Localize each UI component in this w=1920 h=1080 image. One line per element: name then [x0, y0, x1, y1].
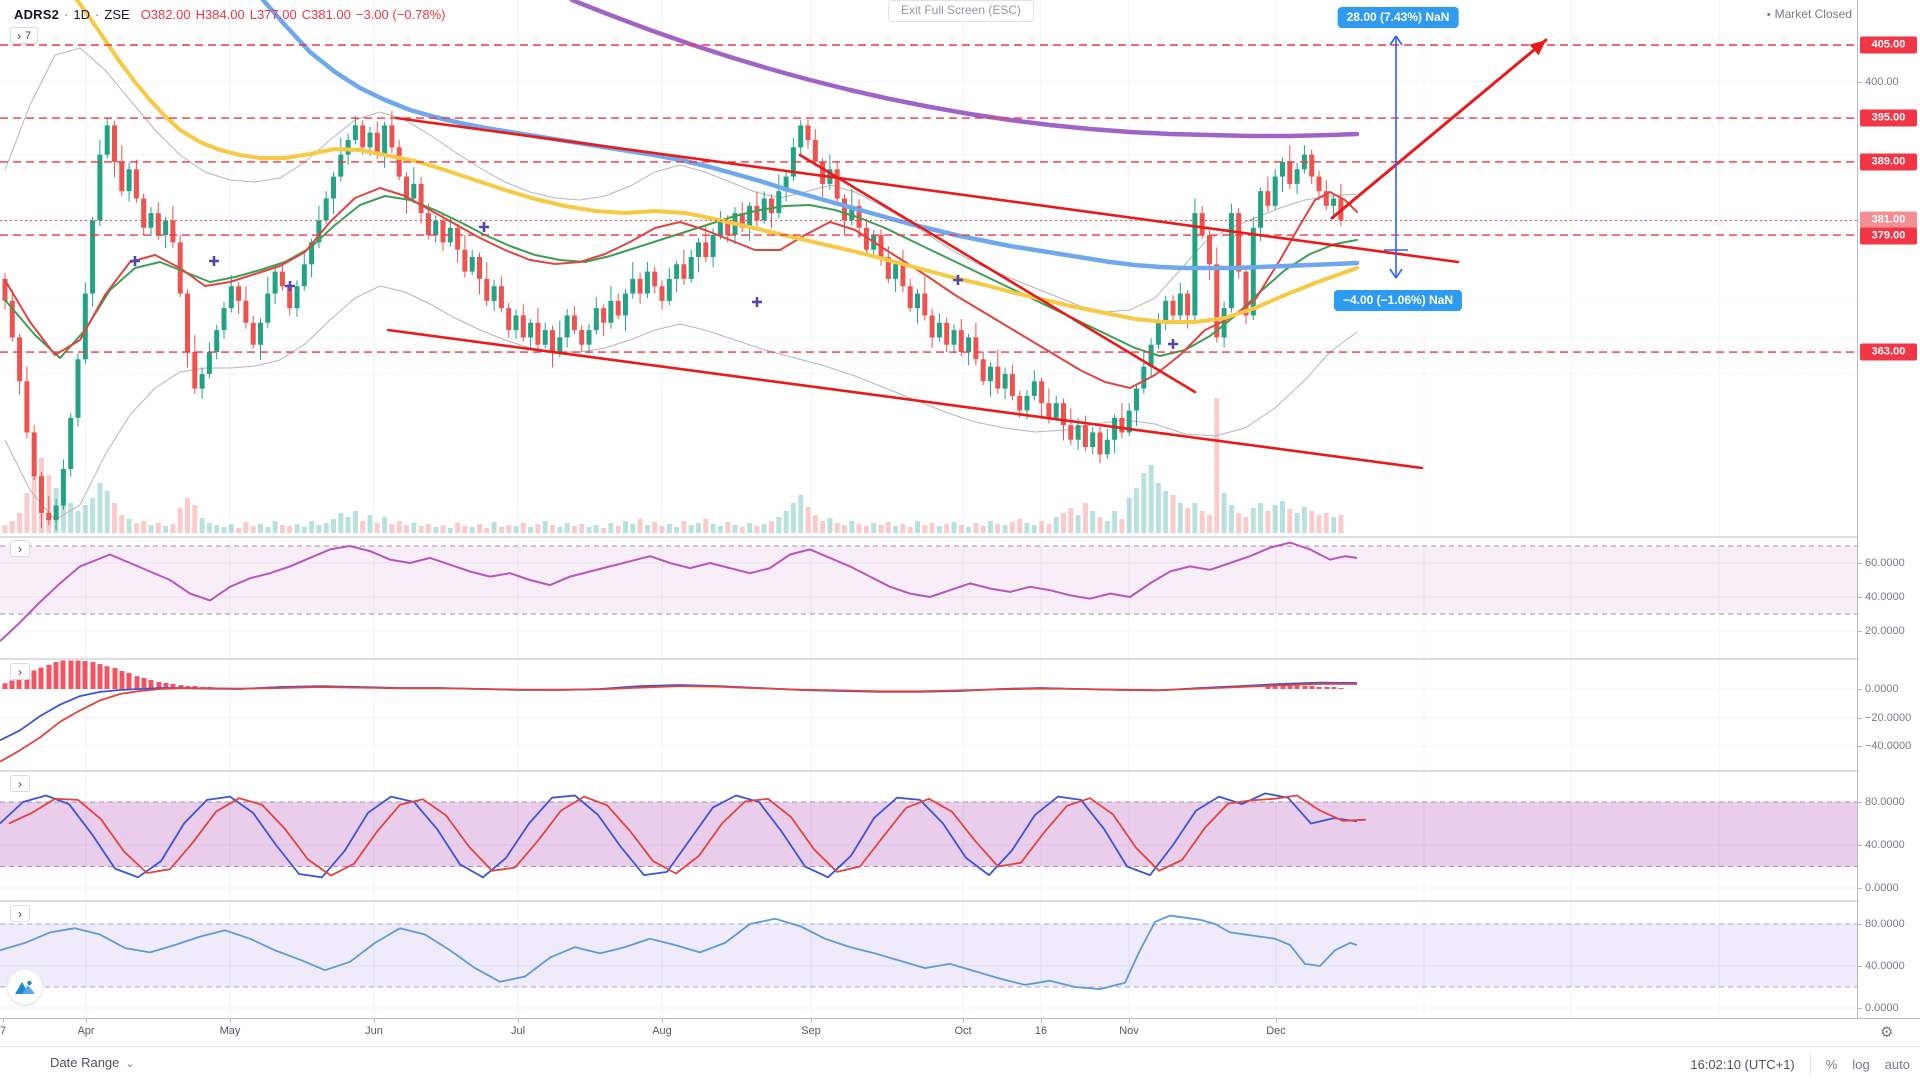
- axis-tick: [1858, 597, 1862, 598]
- axis-tick: [1858, 802, 1862, 803]
- gear-icon[interactable]: ⚙: [1880, 1024, 1894, 1041]
- log-scale-button[interactable]: log: [1852, 1056, 1870, 1072]
- percent-scale-button[interactable]: %: [1825, 1056, 1838, 1072]
- time-axis-label: May: [219, 1025, 241, 1037]
- time-axis-label: Sep: [801, 1025, 821, 1037]
- ohlc-open: O382.00: [140, 7, 191, 22]
- symbol-name[interactable]: ADRS2: [14, 7, 60, 22]
- market-status: • Market Closed: [1767, 7, 1852, 21]
- time-axis-label: 16: [1034, 1025, 1048, 1037]
- price-level-badge[interactable]: 405.00: [1860, 36, 1917, 54]
- indicator-axis-label: 80.0000: [1865, 796, 1905, 808]
- timeframe-label[interactable]: 1D: [73, 7, 91, 22]
- time-axis-label: Dec: [1266, 1025, 1286, 1037]
- axis-tick: [3, 1019, 4, 1023]
- ohlc-high: H384.00: [195, 7, 245, 22]
- legend-separator: ·: [95, 7, 100, 22]
- axis-tick: [1858, 1008, 1862, 1009]
- time-axis-label: Jul: [510, 1025, 526, 1037]
- auto-scale-button[interactable]: auto: [1884, 1056, 1910, 1072]
- axis-tick: [662, 1019, 663, 1023]
- indicator-axis-label: 0.0000: [1865, 1002, 1899, 1014]
- panel-wpr-collapse-button[interactable]: ›: [10, 905, 30, 922]
- panel-stoch-collapse-button[interactable]: ›: [10, 775, 30, 792]
- axis-tick: [230, 1019, 231, 1023]
- indicator-axis-label: 0.0000: [1865, 882, 1899, 894]
- clock-label[interactable]: 16:02:10 (UTC+1): [1690, 1056, 1795, 1072]
- price-level-badge[interactable]: 389.00: [1860, 153, 1917, 171]
- date-range-label: Date Range: [50, 1055, 120, 1070]
- axis-tick: [1858, 888, 1862, 889]
- ohlc-close: C381.00: [301, 7, 351, 22]
- axis-tick: [1858, 689, 1862, 690]
- symbol-logo: [8, 970, 42, 1004]
- time-axis-label: Oct: [954, 1025, 972, 1037]
- chevron-down-icon: ⌄: [125, 1058, 135, 1070]
- main-chart-canvas[interactable]: [0, 0, 1857, 1018]
- toolbar-divider: [1809, 1053, 1811, 1075]
- date-range-button[interactable]: Date Range ⌄: [50, 1055, 135, 1070]
- status-dot-icon: •: [1766, 9, 1771, 21]
- panel-rsi-collapse-button[interactable]: ›: [10, 540, 30, 557]
- axis-tick: [811, 1019, 812, 1023]
- market-status-text: Market Closed: [1774, 7, 1852, 21]
- axis-tick: [1858, 717, 1862, 719]
- chevron-right-icon: ›: [18, 776, 22, 791]
- indicator-axis-label: 20.0000: [1865, 625, 1905, 637]
- indicator-axis-label: 40.0000: [1865, 960, 1905, 972]
- exit-fullscreen-tooltip: Exit Full Screen (ESC): [887, 0, 1035, 22]
- indicator-axis-label: 80.0000: [1865, 918, 1905, 930]
- price-axis-label: 400.00: [1865, 76, 1899, 88]
- measure-down-label[interactable]: −4.00 (−1.06%) NaN: [1333, 290, 1463, 311]
- mountain-logo-icon: [15, 980, 35, 994]
- panel-macd-collapse-button[interactable]: ›: [10, 663, 30, 680]
- chevron-right-icon: ›: [18, 541, 22, 556]
- legend-separator: ·: [64, 7, 69, 22]
- bottom-toolbar: Date Range ⌄ 16:02:10 (UTC+1) % log auto: [0, 1046, 1920, 1080]
- hidden-indicator-count: 7: [25, 29, 32, 42]
- indicator-axis-label: 0.0000: [1865, 683, 1899, 695]
- change-value: −3.00 (−0.78%): [355, 7, 446, 22]
- time-axis-label: 7: [0, 1025, 7, 1037]
- price-level-badge[interactable]: 379.00: [1860, 227, 1917, 245]
- indicator-axis-label: −40.0000: [1865, 740, 1912, 752]
- indicator-axis-label: 60.0000: [1865, 557, 1905, 569]
- axis-tick: [1858, 966, 1862, 967]
- axis-tick: [1276, 1019, 1277, 1023]
- time-axis-label: Nov: [1119, 1025, 1139, 1037]
- axis-tick: [374, 1019, 375, 1023]
- measure-up-label[interactable]: 28.00 (7.43%) NaN: [1337, 7, 1459, 28]
- axis-tick: [963, 1019, 964, 1023]
- time-axis-label: Aug: [652, 1025, 672, 1037]
- price-axis[interactable]: 400.00 405.00 395.00 389.00 381.00 379.00 363.…: [1857, 0, 1920, 1045]
- price-level-badge[interactable]: 363.00: [1860, 343, 1917, 361]
- ohlc-low: L377.00: [249, 7, 297, 22]
- time-axis-label: Apr: [77, 1025, 95, 1037]
- axis-tick: [1129, 1019, 1130, 1023]
- chevron-right-icon: ›: [18, 906, 22, 921]
- indicator-axis-label: 40.0000: [1865, 591, 1905, 603]
- exchange-label: ZSE: [104, 7, 130, 22]
- axis-tick: [1858, 845, 1862, 846]
- price-level-badge[interactable]: 395.00: [1860, 109, 1917, 127]
- axis-tick: [1858, 82, 1862, 83]
- price-level-badge[interactable]: 381.00: [1860, 211, 1917, 229]
- symbol-legend[interactable]: ADRS2 · 1D · ZSE O382.00 H384.00 L377.00…: [14, 7, 446, 22]
- axis-tick: [1858, 563, 1862, 564]
- axis-tick: [518, 1019, 519, 1023]
- indicator-axis-label: 40.0000: [1865, 839, 1905, 851]
- time-axis-label: Jun: [365, 1025, 383, 1037]
- indicator-collapse-button[interactable]: › 7: [10, 27, 39, 44]
- axis-tick: [1858, 746, 1862, 747]
- chevron-right-icon: ›: [17, 28, 21, 43]
- time-axis[interactable]: 7 Apr May Jun Jul Aug Sep Oct 16 Nov Dec: [0, 1018, 1920, 1046]
- indicator-axis-label: −20.0000: [1865, 711, 1912, 724]
- axis-tick: [86, 1019, 87, 1023]
- axis-tick: [1041, 1019, 1042, 1023]
- chevron-right-icon: ›: [18, 664, 22, 679]
- axis-tick: [1858, 924, 1862, 925]
- axis-tick: [1858, 631, 1862, 632]
